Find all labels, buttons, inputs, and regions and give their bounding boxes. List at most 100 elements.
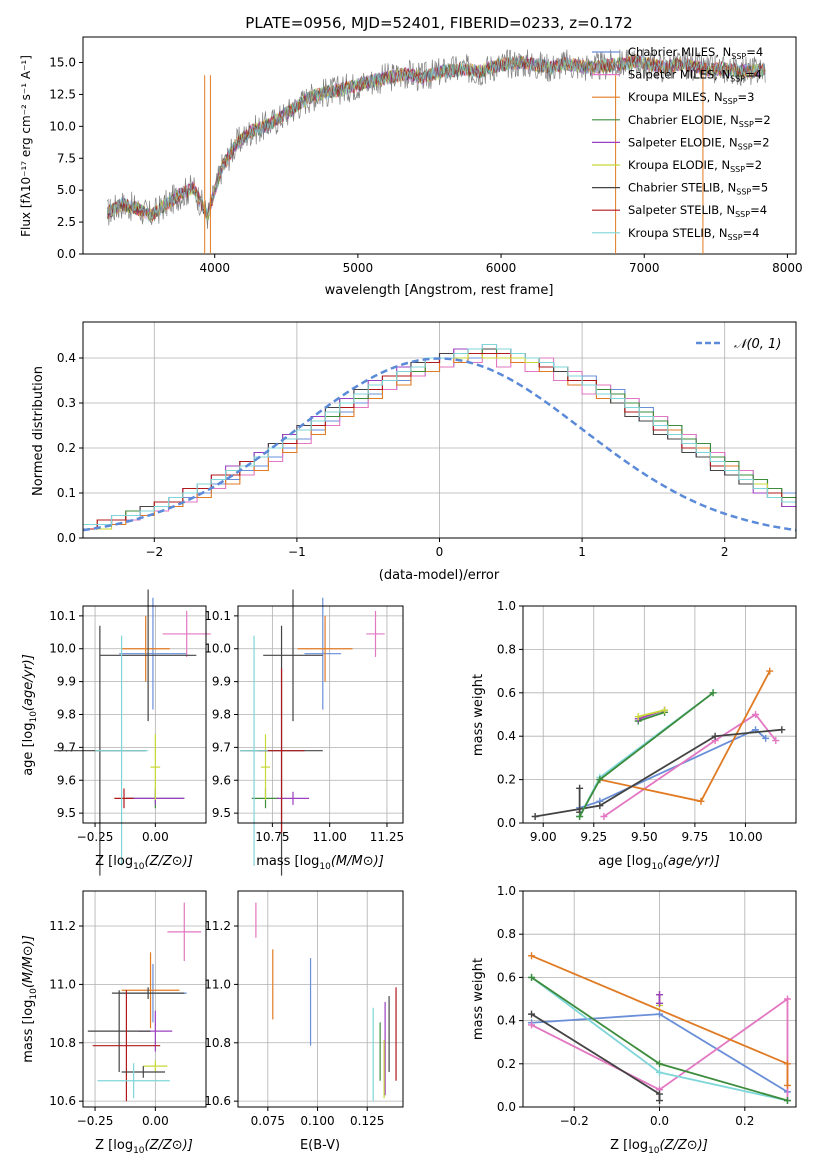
axes-frame (237, 890, 404, 1108)
spectrum-plot-area (82, 36, 797, 255)
y-tick-label: 0.2 (497, 1057, 516, 1071)
series-marker (528, 973, 536, 981)
age-vs-mass-plot: 10.75 11.00 11.25 9.5 9.6 9.7 9.8 9.9 10.0 10.1 (204, 589, 404, 876)
y-tick-label: 0.0 (497, 1100, 516, 1114)
legend-label: Salpeter MILES, NSSP=4 (628, 68, 762, 84)
y-tick-label: 10.0 (49, 642, 76, 656)
series-marker (766, 667, 774, 675)
histogram-step (83, 348, 796, 530)
legend-label-tail: =4 (745, 68, 762, 82)
series-marker (661, 706, 669, 714)
y-tick-label: 10.8 (204, 1036, 231, 1050)
series-marker (752, 711, 760, 718)
x-tick-label: 10.00 (728, 830, 762, 844)
series-marker (711, 732, 719, 740)
y-tick-label: 10.0 (49, 119, 76, 133)
spectrum-title: PLATE=0956, MJD=52401, FIBERID=0233, z=0… (245, 14, 632, 32)
y-tick-label: 9.9 (57, 675, 76, 689)
legend-label-main: Chabrier ELODIE, N (628, 113, 739, 127)
y-tick-label: 12.5 (49, 87, 76, 101)
age-vs-z-y-axis-label: age [log10(age/yr)] (21, 654, 39, 776)
series-marker (697, 797, 705, 805)
age-vs-mass-x-axis-label: mass [log10(M/M⊙)] (256, 854, 384, 872)
series-marker (783, 1081, 791, 1089)
legend-label-main: Salpeter ELODIE, N (628, 135, 738, 149)
legend-label-main: Salpeter MILES, N (628, 68, 730, 82)
series-marker (783, 995, 791, 1003)
y-tick-label: 9.5 (57, 806, 76, 820)
x-tick-label: −0.2 (560, 1114, 589, 1128)
y-tick-label: 10.8 (49, 1036, 76, 1050)
legend-label-tail: =4 (746, 45, 763, 59)
residuals-panel: (data-model)/error Normed distribution −… (31, 321, 797, 583)
weight-vs-z-plot: −0.2 0.0 0.2 0.0 0.2 0.4 0.6 0.8 1.0 (497, 884, 797, 1128)
gaussian-curve (82, 357, 797, 532)
legend-label-tail: =2 (745, 158, 762, 172)
weight-vs-age-plot: 9.00 9.25 9.50 9.75 10.00 0.0 0.2 0.4 0.6 0.8 1.0 (497, 599, 797, 844)
axes-frame (82, 36, 797, 255)
series-line (534, 728, 782, 818)
series-marker (709, 689, 717, 697)
legend-label-main: Kroupa MILES, N (628, 90, 723, 104)
legend-label-tail: =4 (743, 226, 760, 240)
axes-frame (82, 605, 207, 824)
series-marker (656, 1097, 663, 1105)
legend-label-tail: =3 (738, 90, 755, 104)
residuals-ticks: −2 −1 0 1 2 0.0 0.1 0.2 0.3 0.4 (57, 321, 797, 559)
series-marker (778, 726, 786, 734)
y-tick-label: 0.3 (57, 396, 76, 410)
residuals-x-axis-label: (data-model)/error (379, 568, 500, 583)
legend-label-sub: SSP (728, 233, 743, 242)
y-tick-label: 0.8 (497, 642, 516, 656)
model-spectrum (107, 54, 766, 223)
y-tick-label: 11.0 (49, 977, 76, 991)
y-tick-label: 9.8 (57, 708, 76, 722)
y-tick-label: 0.6 (497, 686, 516, 700)
legend-label-sub: SSP (735, 210, 750, 219)
legend-label-tail: =4 (750, 203, 767, 217)
series-marker (576, 784, 584, 792)
age-vs-z-panel: −0.25 0.00 9.5 9.6 9.7 9.8 9.9 10.0 10.1 Z [log1… (21, 589, 211, 876)
y-tick-label: 9.7 (212, 740, 231, 754)
age-vs-mass-panel: 10.75 11.00 11.25 9.5 9.6 9.7 9.8 9.9 10.0 10.1 m… (204, 589, 404, 876)
y-tick-label: 0.2 (497, 773, 516, 787)
mass-vs-z-x-axis-label: Z [log10(Z/Z⊙)] (95, 1138, 193, 1156)
y-tick-label: 10.1 (204, 609, 231, 623)
legend-label-sub: SSP (736, 188, 751, 197)
legend-label: Salpeter ELODIE, NSSP=2 (628, 135, 770, 151)
legend-label: Kroupa ELODIE, NSSP=2 (628, 158, 762, 174)
y-tick-label: 10.1 (49, 609, 76, 623)
spectrum-ticks: 4000 5000 6000 7000 8000 0.0 2.5 5.0 7.5 10.0 12.5… (49, 56, 802, 275)
x-tick-label: 2 (721, 545, 729, 559)
weight-vs-z-y-axis-label: mass weight (471, 958, 486, 1040)
y-tick-label: 0.4 (497, 1014, 516, 1028)
spectrum-x-axis-label: wavelength [Angstrom, rest frame] (325, 283, 554, 298)
x-tick-label: 7000 (629, 261, 660, 275)
legend-label-sub: SSP (739, 120, 754, 129)
series-marker (596, 802, 604, 810)
axes-frame (82, 321, 797, 539)
legend-label: Chabrier MILES, NSSP=4 (628, 45, 763, 61)
weight-vs-age-y-axis-label: mass weight (471, 674, 486, 756)
legend-label-main: Kroupa STELIB, N (628, 226, 728, 240)
legend-label-sub: SSP (731, 52, 746, 61)
x-tick-label: −2 (145, 545, 163, 559)
x-tick-label: 0.100 (300, 1114, 334, 1128)
x-tick-label: −1 (288, 545, 306, 559)
axes-frame (82, 890, 207, 1108)
y-tick-label: 9.7 (57, 740, 76, 754)
x-tick-label: −0.25 (77, 830, 114, 844)
legend-gaussian-label: 𝒩(0, 1) (734, 337, 781, 352)
series-line (531, 997, 789, 1101)
residuals-legend: 𝒩(0, 1) (696, 337, 781, 352)
x-tick-label: 9.00 (530, 830, 557, 844)
y-tick-label: 0.0 (57, 247, 76, 261)
y-tick-label: 0.6 (497, 970, 516, 984)
legend-label: Chabrier ELODIE, NSSP=2 (628, 113, 771, 129)
y-tick-label: 0.0 (497, 816, 516, 830)
y-tick-label: 9.9 (212, 675, 231, 689)
x-tick-label: 0.00 (142, 1114, 169, 1128)
axes-frame (237, 605, 404, 824)
